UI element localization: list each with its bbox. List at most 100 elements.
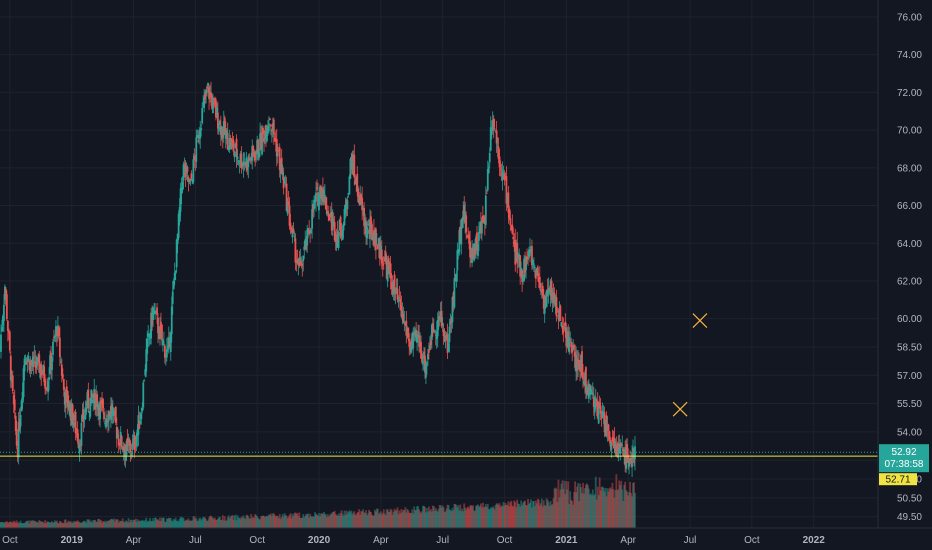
volume-bar <box>451 507 454 528</box>
volume-bar <box>288 515 291 528</box>
volume-bar <box>354 515 357 528</box>
volume-bar <box>234 514 237 528</box>
candle-body <box>564 321 567 327</box>
volume-bar <box>476 505 478 528</box>
candle-body <box>42 365 45 374</box>
candle-body <box>138 420 141 429</box>
volume-bar <box>434 507 437 528</box>
volume-bar <box>136 519 139 528</box>
candle-body <box>421 353 423 363</box>
countdown-timer: 07:38:58 <box>885 459 924 470</box>
candle-body <box>288 205 291 226</box>
volume-bar <box>83 520 86 528</box>
volume-bar <box>388 511 391 528</box>
volume-bar <box>293 512 296 528</box>
volume-bar <box>302 514 305 528</box>
candle-body <box>512 236 515 240</box>
time-tick-label: Oct <box>497 535 513 546</box>
candle-body <box>263 138 265 143</box>
candle-body <box>437 316 440 321</box>
candle-body <box>51 357 53 370</box>
candle-body <box>454 279 457 281</box>
candle-body <box>238 163 241 164</box>
volume-bar <box>89 521 92 528</box>
candle-body <box>556 311 559 312</box>
candle-body <box>533 263 535 265</box>
candle-body <box>76 429 79 442</box>
volume-bar <box>386 509 389 528</box>
candle-body <box>398 297 401 299</box>
candle-body <box>468 234 471 244</box>
volume-bar <box>103 521 105 528</box>
candle-body <box>128 439 131 445</box>
volume-bar <box>258 519 261 528</box>
candle-body <box>220 126 223 139</box>
volume-bar <box>0 522 2 528</box>
candle-body <box>631 452 633 468</box>
volume-bar <box>95 522 98 528</box>
candle-body <box>217 127 220 132</box>
candle-body <box>340 234 343 238</box>
volume-bar <box>356 512 359 528</box>
volume-bar <box>180 517 183 528</box>
volume-bar <box>33 520 36 528</box>
candle-body <box>1 327 3 332</box>
candle-body <box>25 361 28 365</box>
candle-body <box>424 355 426 373</box>
volume-bar <box>377 514 380 528</box>
volume-bar <box>600 487 603 528</box>
candle-body <box>543 296 546 314</box>
volume-bar <box>610 489 613 528</box>
candle-body <box>625 447 628 469</box>
candle-body <box>185 166 188 174</box>
candle-body <box>594 397 597 407</box>
volume-bar <box>51 521 53 528</box>
volume-bar <box>634 492 636 528</box>
candle-body <box>298 259 301 266</box>
candle-body <box>57 327 60 336</box>
volume-bar <box>191 520 194 528</box>
volume-bar <box>433 510 436 528</box>
candle-body <box>241 164 244 166</box>
candle-body <box>401 310 404 320</box>
candle-body <box>419 340 421 345</box>
candle-body <box>372 234 374 240</box>
candle-body <box>565 327 568 347</box>
candle-body <box>279 161 282 175</box>
candle-body <box>611 437 614 442</box>
price-axis[interactable]: 76.00 74.00 72.00 70.00 68.00 66.00 64.00 62.00… <box>897 12 922 523</box>
volume-bar <box>546 499 549 528</box>
drawing-markers[interactable] <box>672 313 708 417</box>
volume-bar <box>530 499 532 528</box>
volume-bar <box>381 512 384 528</box>
volume-bar <box>345 510 348 528</box>
candle-body <box>604 420 607 436</box>
volume-bar <box>163 521 166 528</box>
volume-bar <box>182 518 185 528</box>
volume-bar <box>48 521 50 528</box>
volume-bar <box>425 512 427 528</box>
volume-bar <box>99 520 102 528</box>
volume-bar <box>436 511 439 528</box>
candle-body <box>233 151 236 158</box>
volume-bar <box>124 520 127 528</box>
volume-bar <box>327 516 330 528</box>
candle-body <box>581 351 583 376</box>
candle-body <box>591 393 594 395</box>
volume-bar <box>173 519 176 528</box>
candle-body <box>502 174 505 175</box>
candle-body <box>395 287 398 293</box>
volume-bar <box>12 520 15 528</box>
volume-bar <box>243 517 246 528</box>
volume-bar <box>538 505 541 528</box>
candle-body <box>82 409 85 423</box>
candle-body <box>158 330 160 339</box>
candle-body <box>64 389 67 409</box>
candle-body <box>390 281 393 289</box>
time-axis[interactable]: Oct 2019 Apr Jul Oct 2020 Apr Jul Oct 2021 Apr Jul O… <box>2 535 825 546</box>
candle-body <box>30 361 33 364</box>
volume-bar <box>146 522 149 528</box>
candle-body <box>450 318 453 323</box>
volume-bar <box>90 520 93 528</box>
